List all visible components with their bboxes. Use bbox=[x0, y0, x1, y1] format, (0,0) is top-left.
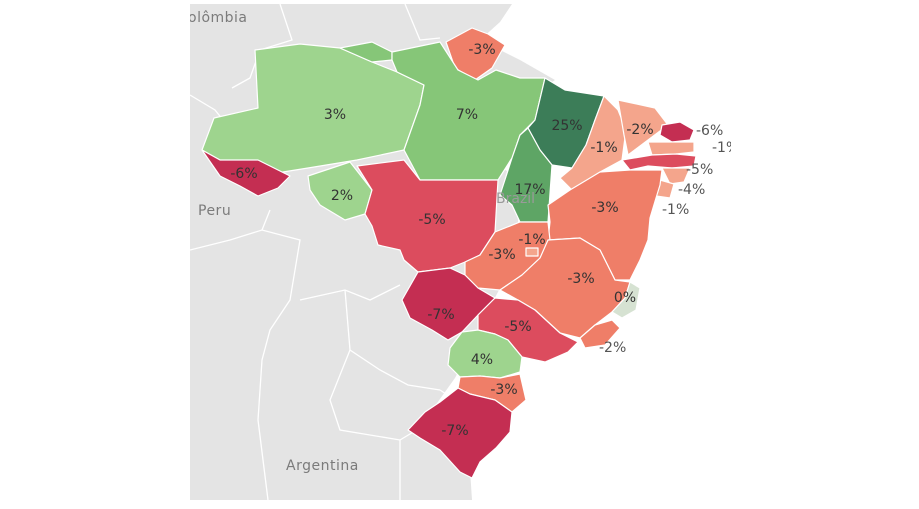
value-label-rio-grande-do-norte: -6% bbox=[696, 123, 723, 139]
label-argentina: Argentina bbox=[286, 458, 359, 474]
region-pernambuco[interactable] bbox=[621, 153, 697, 171]
value-label-alagoas: -4% bbox=[678, 182, 705, 198]
value-label-espirito-santo: 0% bbox=[614, 290, 636, 306]
value-label-piaui: -1% bbox=[590, 140, 617, 156]
value-label-rondonia: 2% bbox=[331, 188, 353, 204]
states bbox=[201, 27, 697, 479]
region-parana[interactable] bbox=[447, 329, 523, 379]
region-tocantins[interactable] bbox=[499, 127, 553, 223]
region-espirito-santo[interactable] bbox=[611, 281, 641, 319]
value-labels: 3% 7% -3% -6% 2% -5% 25% 17% -1% -2% -3%… bbox=[230, 42, 653, 439]
value-label-goias: -3% bbox=[488, 247, 515, 263]
value-label-amapa: -3% bbox=[468, 42, 495, 58]
value-label-amazonas: 3% bbox=[324, 107, 346, 123]
region-alagoas[interactable] bbox=[661, 167, 691, 185]
value-label-sao-paulo: -5% bbox=[504, 319, 531, 335]
value-label-tocantins: 17% bbox=[514, 182, 545, 198]
region-distrito-federal[interactable] bbox=[525, 247, 539, 257]
value-label-bahia: -3% bbox=[591, 200, 618, 216]
value-label-pernambuco: -5% bbox=[686, 162, 713, 178]
label-colombia: olômbia bbox=[190, 10, 248, 26]
value-label-maranhao: 25% bbox=[551, 118, 582, 134]
value-label-parana: 4% bbox=[471, 352, 493, 368]
value-label-acre: -6% bbox=[230, 166, 257, 182]
outside-value-labels: -6% -1% -5% -4% -1% -2% bbox=[599, 123, 731, 356]
value-label-ceara: -2% bbox=[626, 122, 653, 138]
region-paraiba[interactable] bbox=[647, 141, 695, 156]
region-rondonia[interactable] bbox=[307, 161, 373, 221]
region-acre[interactable] bbox=[201, 149, 291, 197]
value-label-paraiba: -1% bbox=[712, 140, 731, 156]
region-rio-grande-do-norte[interactable] bbox=[659, 121, 695, 143]
value-label-santa-catarina: -3% bbox=[490, 382, 517, 398]
value-label-rio-de-janeiro: -2% bbox=[599, 340, 626, 356]
region-rio-grande-do-sul[interactable] bbox=[407, 387, 513, 479]
value-label-mato-grosso: -5% bbox=[418, 212, 445, 228]
region-rio-de-janeiro[interactable] bbox=[579, 319, 621, 349]
label-peru: Peru bbox=[198, 203, 231, 219]
value-label-sergipe: -1% bbox=[662, 202, 689, 218]
label-brazil-watermark: Brazil bbox=[496, 191, 535, 207]
region-mato-grosso-do-sul[interactable] bbox=[401, 267, 496, 341]
value-label-para: 7% bbox=[456, 107, 478, 123]
value-label-mato-grosso-do-sul: -7% bbox=[427, 307, 454, 323]
value-label-rio-grande-do-sul: -7% bbox=[441, 423, 468, 439]
brazil-choropleth-map: olômbia Peru Argentina Brazil 3% 7% -3% … bbox=[190, 4, 731, 501]
value-label-distrito-federal: -1% bbox=[518, 232, 545, 248]
region-ceara[interactable] bbox=[617, 99, 669, 156]
map-svg: olômbia Peru Argentina Brazil 3% 7% -3% … bbox=[190, 4, 731, 501]
value-label-minas-gerais: -3% bbox=[567, 271, 594, 287]
